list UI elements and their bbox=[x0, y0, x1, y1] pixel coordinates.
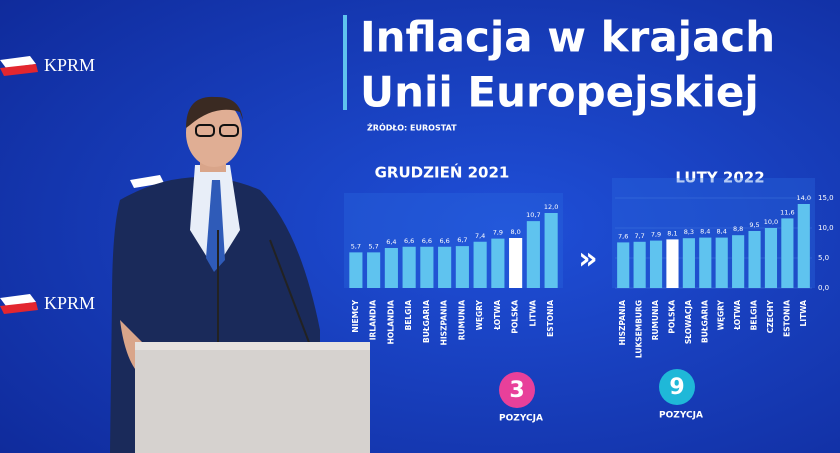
y-tick-label: 10,0 bbox=[818, 224, 834, 232]
value-label: 8,4 bbox=[717, 228, 727, 236]
value-label: 6,4 bbox=[386, 238, 396, 246]
value-label: 12,0 bbox=[544, 203, 558, 211]
position-label: POZYCJA bbox=[499, 414, 543, 424]
bar bbox=[797, 204, 810, 288]
value-label: 7,9 bbox=[651, 231, 661, 239]
category-label: BUŁGARIA bbox=[422, 300, 431, 343]
value-label: 7,9 bbox=[493, 229, 503, 237]
bar bbox=[526, 221, 540, 288]
value-label: 6,6 bbox=[404, 237, 414, 245]
brand: KPRM bbox=[44, 293, 95, 313]
bar bbox=[764, 228, 778, 288]
source: ŹRÓDŁO: EUROSTAT bbox=[367, 122, 457, 133]
value-label: 8,0 bbox=[510, 228, 520, 236]
logo: KPRM bbox=[0, 55, 95, 76]
category-label: RUMUNIA bbox=[651, 300, 660, 340]
value-label: 6,6 bbox=[439, 237, 449, 245]
bar bbox=[748, 231, 761, 288]
category-label: ESTONIA bbox=[546, 300, 555, 337]
category-label: WĘGRY bbox=[717, 299, 726, 330]
value-label: 7,7 bbox=[634, 232, 644, 240]
plot-band bbox=[612, 178, 815, 288]
y-tick-label: 15,0 bbox=[818, 194, 834, 202]
category-label: BELGIA bbox=[750, 300, 759, 331]
bar bbox=[402, 246, 416, 288]
category-label: SŁOWACJA bbox=[684, 300, 693, 344]
position-badge bbox=[499, 372, 535, 408]
accent-bar bbox=[343, 15, 347, 110]
bar bbox=[617, 242, 630, 288]
bar bbox=[438, 246, 452, 288]
bar bbox=[473, 241, 487, 288]
bar bbox=[509, 238, 523, 288]
title: Inflacja w krajach bbox=[360, 13, 775, 62]
brand: KPRM bbox=[44, 55, 95, 75]
y-tick-label: 5,0 bbox=[818, 254, 829, 262]
position-number: 9 bbox=[669, 375, 684, 400]
category-label: HISZPANIA bbox=[618, 300, 627, 346]
bar bbox=[633, 241, 646, 288]
category-label: BUŁGARIA bbox=[700, 300, 709, 343]
value-label: 11,6 bbox=[780, 208, 794, 216]
category-label: LUKSEMBURG bbox=[635, 300, 644, 358]
bar bbox=[420, 246, 434, 288]
value-label: 9,5 bbox=[749, 221, 759, 229]
bar bbox=[384, 248, 398, 288]
position-number: 3 bbox=[509, 378, 524, 403]
bar bbox=[455, 246, 469, 288]
y-tick-label: 0,0 bbox=[818, 284, 829, 292]
value-label: 8,4 bbox=[700, 228, 710, 236]
bar bbox=[491, 238, 505, 288]
value-label: 14,0 bbox=[797, 194, 811, 202]
chart-title: GRUDZIEŃ 2021 bbox=[375, 163, 510, 182]
value-label: 5,7 bbox=[368, 242, 378, 250]
chart-title: LUTY 2022 bbox=[675, 169, 764, 187]
category-label: LITWA bbox=[528, 300, 537, 327]
logo-flag bbox=[130, 175, 164, 188]
category-label: ŁOTWA bbox=[733, 300, 742, 331]
arrow: » bbox=[578, 242, 597, 277]
podium bbox=[135, 342, 370, 453]
value-label: 8,1 bbox=[667, 229, 677, 237]
category-label: IRLANDIA bbox=[369, 300, 378, 340]
category-label: POLSKA bbox=[511, 300, 520, 334]
category-label: ŁOTWA bbox=[493, 300, 502, 331]
podium-top bbox=[135, 342, 370, 350]
category-label: RUMUNIA bbox=[457, 300, 466, 340]
title: Unii Europejskiej bbox=[360, 68, 759, 117]
bar bbox=[544, 213, 558, 288]
category-label: BELGIA bbox=[404, 300, 413, 331]
category-label: WĘGRY bbox=[475, 299, 484, 330]
value-label: 8,8 bbox=[733, 225, 743, 233]
bar bbox=[732, 235, 745, 288]
value-label: 7,4 bbox=[475, 232, 485, 240]
bar bbox=[682, 238, 695, 288]
bar bbox=[367, 252, 381, 288]
bar bbox=[715, 237, 728, 288]
bar bbox=[666, 239, 679, 288]
value-label: 5,7 bbox=[351, 242, 361, 250]
value-label: 8,3 bbox=[684, 228, 694, 236]
plot-band bbox=[344, 193, 563, 288]
category-label: HISZPANIA bbox=[440, 300, 449, 346]
category-label: ESTONIA bbox=[782, 300, 791, 337]
bar bbox=[781, 218, 794, 288]
bar bbox=[349, 252, 363, 288]
category-label: NIEMCY bbox=[351, 299, 360, 332]
value-label: 6,6 bbox=[422, 237, 432, 245]
category-label: LITWA bbox=[799, 300, 808, 327]
bar bbox=[649, 240, 663, 288]
position-label: POZYCJA bbox=[659, 411, 703, 421]
value-label: 10,0 bbox=[764, 218, 778, 226]
value-label: 7,6 bbox=[618, 232, 628, 240]
category-label: CZECHY bbox=[766, 299, 775, 333]
category-label: HOLANDIA bbox=[386, 300, 395, 345]
logo: KPRM bbox=[0, 293, 95, 314]
bar bbox=[699, 237, 712, 288]
position-badge bbox=[659, 369, 695, 405]
value-label: 6,7 bbox=[457, 236, 467, 244]
value-label: 10,7 bbox=[526, 211, 540, 219]
category-label: POLSKA bbox=[667, 300, 676, 334]
